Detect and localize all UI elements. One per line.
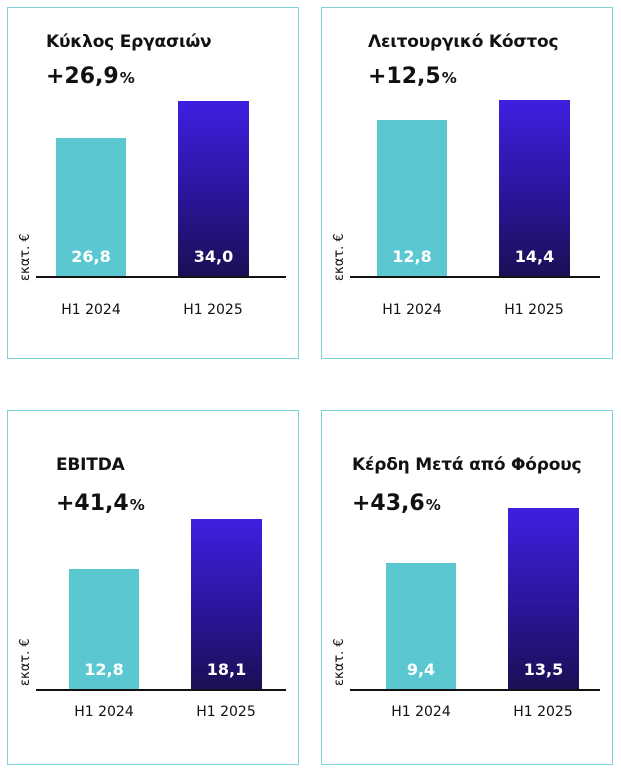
growth-unit: % [425,496,441,514]
x-tick-label: H1 2024 [382,302,442,318]
chart-title: Κέρδη Μετά από Φόρους [352,455,582,475]
data-label: 18,1 [206,660,247,679]
growth-number: +12,5 [368,64,441,89]
data-label: 12,8 [84,660,124,679]
chart-title: Κύκλος Εργασιών [46,32,212,52]
growth-number: +41,4 [56,491,129,516]
data-label: 26,8 [71,247,111,266]
bar-h1-2024: 9,4 [386,563,456,689]
chart-panel-net-profit: Κέρδη Μετά από Φόρους +43,6% εκατ. € 9,4… [321,410,613,765]
bar-h1-2025: 13,5 [508,508,579,689]
x-axis-line [350,689,600,691]
chart-panel-ebitda: EBITDA +41,4% εκατ. € 12,8 18,1 H1 2024 … [7,410,299,765]
x-axis-line [36,689,286,691]
x-tick-label: H1 2025 [504,302,564,318]
data-label: 34,0 [193,247,234,266]
growth-unit: % [441,69,457,87]
y-axis-label: εκατ. € [18,233,33,281]
chart-panel-revenue: Κύκλος Εργασιών +26,9% εκατ. € 26,8 34,0… [7,7,299,359]
x-axis-line [36,276,286,278]
growth-value: +12,5% [368,64,457,89]
x-tick-label: H1 2024 [391,704,451,720]
y-axis-label: εκατ. € [332,638,347,686]
growth-unit: % [119,69,135,87]
bar-h1-2024: 26,8 [56,138,126,276]
x-tick-label: H1 2025 [196,704,256,720]
bar-h1-2024: 12,8 [377,120,447,276]
data-label: 12,8 [392,247,432,266]
chart-title: EBITDA [56,455,125,475]
bar-h1-2025: 14,4 [499,100,570,276]
x-tick-label: H1 2025 [513,704,573,720]
data-label: 14,4 [514,247,555,266]
x-axis-line [350,276,600,278]
y-axis-label: εκατ. € [332,233,347,281]
x-tick-label: H1 2025 [183,302,243,318]
x-tick-label: H1 2024 [61,302,121,318]
data-label: 9,4 [406,660,436,679]
x-tick-label: H1 2024 [74,704,134,720]
growth-unit: % [129,496,145,514]
bar-h1-2025: 34,0 [178,101,249,276]
y-axis-label: εκατ. € [18,638,33,686]
bar-h1-2024: 12,8 [69,569,139,689]
bar-h1-2025: 18,1 [191,519,262,689]
growth-value: +41,4% [56,491,145,516]
growth-value: +43,6% [352,491,441,516]
growth-value: +26,9% [46,64,135,89]
growth-number: +43,6 [352,491,425,516]
chart-panel-operating-cost: Λειτουργικό Κόστος +12,5% εκατ. € 12,8 1… [321,7,613,359]
data-label: 13,5 [523,660,564,679]
chart-title: Λειτουργικό Κόστος [368,32,559,52]
growth-number: +26,9 [46,64,119,89]
